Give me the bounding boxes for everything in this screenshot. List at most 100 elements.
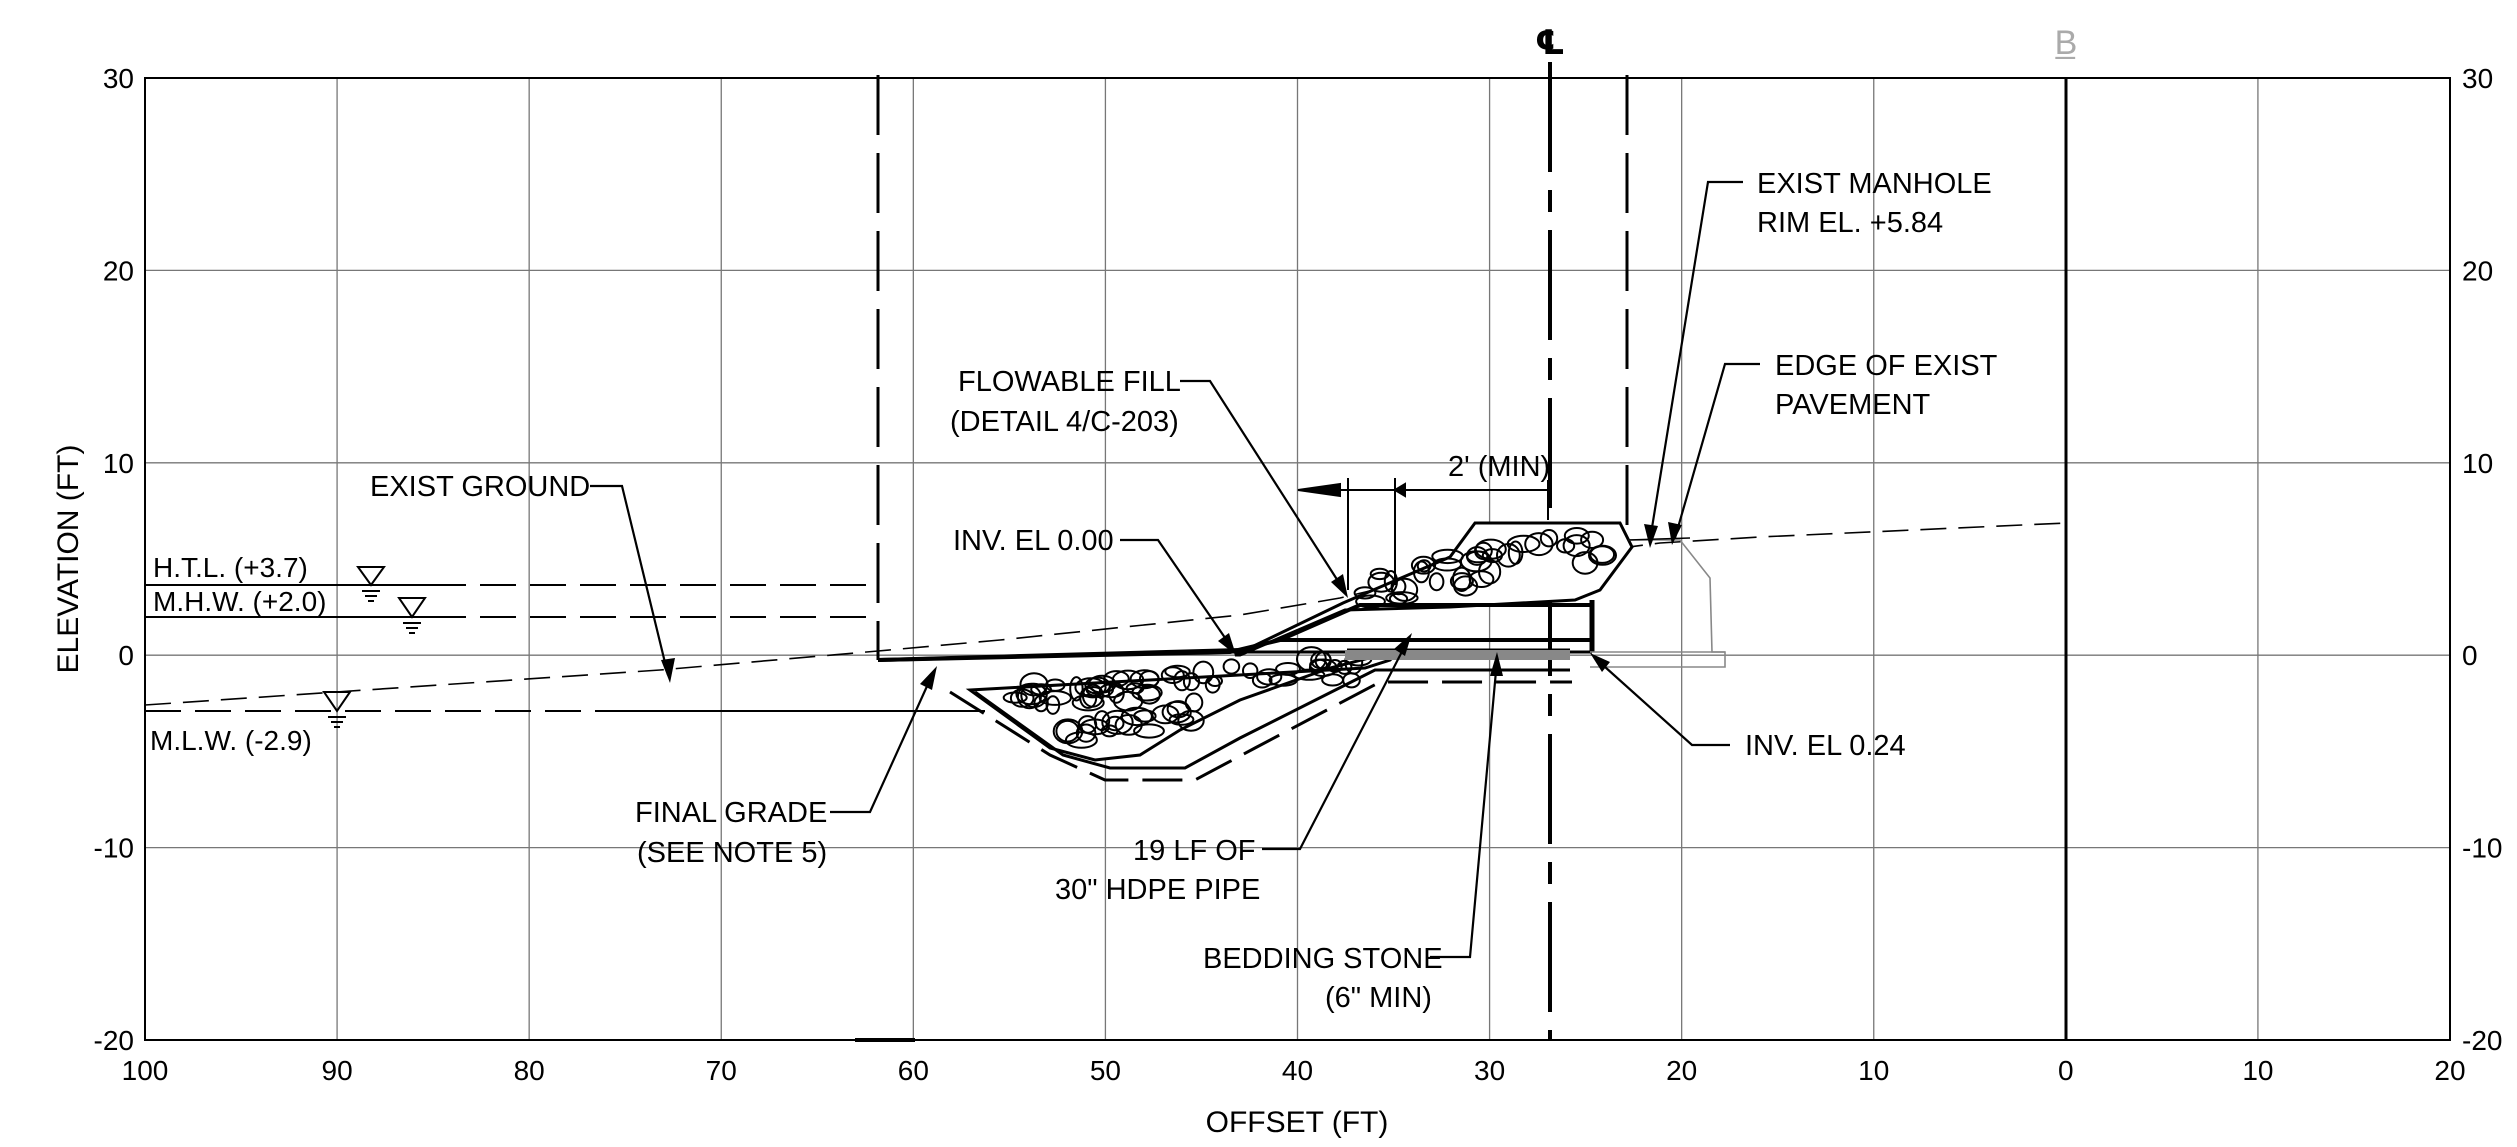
plot-frame — [144, 77, 2451, 1041]
y-tick-label-right: 20 — [2462, 255, 2493, 286]
y-tick-label-left: 30 — [103, 63, 134, 94]
stone — [1242, 662, 1259, 680]
bedding-stone-line1: BEDDING STONE — [1203, 943, 1443, 975]
stone — [1020, 682, 1048, 709]
stone — [1108, 682, 1125, 704]
stone — [1137, 685, 1161, 705]
stone — [1589, 545, 1616, 564]
stone — [1129, 669, 1160, 690]
callout-final-grade: FINAL GRADE (SEE NOTE 5) — [635, 666, 937, 869]
stone — [1081, 683, 1104, 708]
stone — [1256, 668, 1283, 686]
stone — [1064, 731, 1098, 749]
water-levels: H.T.L. (+3.7) M.H.W. (+2.0) M.L.W. (-2.9… — [145, 552, 985, 756]
existing-pavement-edge — [1627, 537, 1691, 541]
stone — [1452, 566, 1472, 592]
centerline-symbol: ℄ — [1535, 24, 1565, 62]
flowable-fill-line2: (DETAIL 4/C-203) — [950, 406, 1179, 438]
stone — [1111, 669, 1145, 691]
y-tick-label-right: 10 — [2462, 448, 2493, 479]
stone — [1428, 572, 1445, 592]
baseline-symbol: B̲ — [2055, 24, 2078, 62]
stone — [1367, 571, 1395, 593]
baseline-marker: B̲ — [2055, 24, 2078, 1040]
stone — [1125, 682, 1145, 695]
flowable-fill-line1: FLOWABLE FILL — [958, 366, 1181, 398]
x-tick-label: 100 — [122, 1055, 169, 1086]
existing-manhole — [1590, 539, 1726, 668]
x-axis-title: OFFSET (FT) — [1206, 1106, 1389, 1139]
final-grade-line2: (SEE NOTE 5) — [637, 837, 827, 869]
x-tick-label: 70 — [706, 1055, 737, 1086]
stone — [1192, 660, 1215, 685]
inv-el-000-label: INV. EL 0.00 — [953, 525, 1114, 557]
y-tick-label-left: -10 — [94, 833, 134, 864]
y-axis-title: ELEVATION (FT) — [52, 445, 85, 674]
stone — [1524, 532, 1554, 557]
grid-lines — [145, 78, 2450, 1040]
x-tick-label: 30 — [1474, 1055, 1505, 1086]
stone — [1308, 658, 1338, 678]
stone — [1055, 719, 1080, 743]
riprap-stone-fill — [965, 521, 1634, 762]
exist-manhole-line2: RIM EL. +5.84 — [1757, 207, 1943, 239]
stone — [1168, 713, 1195, 726]
x-tick-label: 60 — [898, 1055, 929, 1086]
callout-inv-el-000: INV. EL 0.00 — [953, 525, 1236, 655]
callout-edge-pavement: EDGE OF EXIST PAVEMENT — [1668, 350, 1998, 545]
stone — [1353, 586, 1377, 600]
callout-hdpe-pipe: 19 LF OF 30" HDPE PIPE — [1055, 633, 1412, 906]
stone — [1449, 572, 1474, 591]
y-tick-label-left: 0 — [118, 640, 134, 671]
stone — [1166, 700, 1191, 719]
mlw-label: M.L.W. (-2.9) — [150, 725, 312, 756]
stone — [1204, 675, 1221, 694]
stone — [1105, 715, 1125, 732]
stone — [1539, 529, 1559, 548]
trench-outline-dashed — [949, 680, 1572, 782]
y-tick-label-right: 0 — [2462, 640, 2478, 671]
stone — [1478, 559, 1502, 585]
stone — [1044, 678, 1066, 692]
stone — [1563, 527, 1590, 545]
mhw-label: M.H.W. (+2.0) — [153, 586, 326, 617]
trench-outline — [974, 668, 1570, 770]
stone — [1164, 664, 1191, 679]
y-tick-label-right: -10 — [2462, 833, 2502, 864]
x-tick-label: 90 — [322, 1055, 353, 1086]
stone — [1019, 672, 1049, 697]
stone — [1416, 559, 1432, 573]
centerline-marker: ℄ — [1535, 24, 1565, 1040]
x-tick-label: 10 — [2242, 1055, 2273, 1086]
two-ft-min-label: 2' (MIN) — [1448, 451, 1550, 483]
stone — [1079, 686, 1098, 709]
stone — [1071, 694, 1105, 712]
bedding-stone-line2: (6" MIN) — [1325, 982, 1432, 1014]
inv-el-024-label: INV. EL 0.24 — [1745, 730, 1906, 762]
stone — [1474, 538, 1507, 560]
x-tick-label: 10 — [1858, 1055, 1889, 1086]
y-tick-label-left: 20 — [103, 255, 134, 286]
x-tick-label: 50 — [1090, 1055, 1121, 1086]
stone — [1133, 723, 1165, 739]
callout-exist-ground: EXIST GROUND — [370, 471, 675, 683]
callout-flowable-fill: FLOWABLE FILL (DETAIL 4/C-203) — [950, 366, 1348, 598]
y-tick-label-right: 30 — [2462, 63, 2493, 94]
exist-manhole-line1: EXIST MANHOLE — [1757, 168, 1992, 200]
htl-label: H.T.L. (+3.7) — [153, 552, 308, 583]
stone — [1355, 594, 1386, 609]
stone — [1160, 666, 1185, 684]
y-tick-label-right: -20 — [2462, 1025, 2502, 1056]
stone — [1069, 676, 1084, 702]
stone — [1101, 709, 1134, 735]
x-tick-label: 20 — [2434, 1055, 2465, 1086]
stone — [1571, 551, 1599, 575]
stone — [1410, 555, 1437, 575]
y-tick-label-left: 10 — [103, 448, 134, 479]
stone — [1120, 706, 1153, 727]
x-tick-label: 40 — [1282, 1055, 1313, 1086]
stone — [1085, 681, 1115, 698]
x-tick-label: 0 — [2058, 1055, 2074, 1086]
hdpe-pipe — [877, 600, 1595, 662]
